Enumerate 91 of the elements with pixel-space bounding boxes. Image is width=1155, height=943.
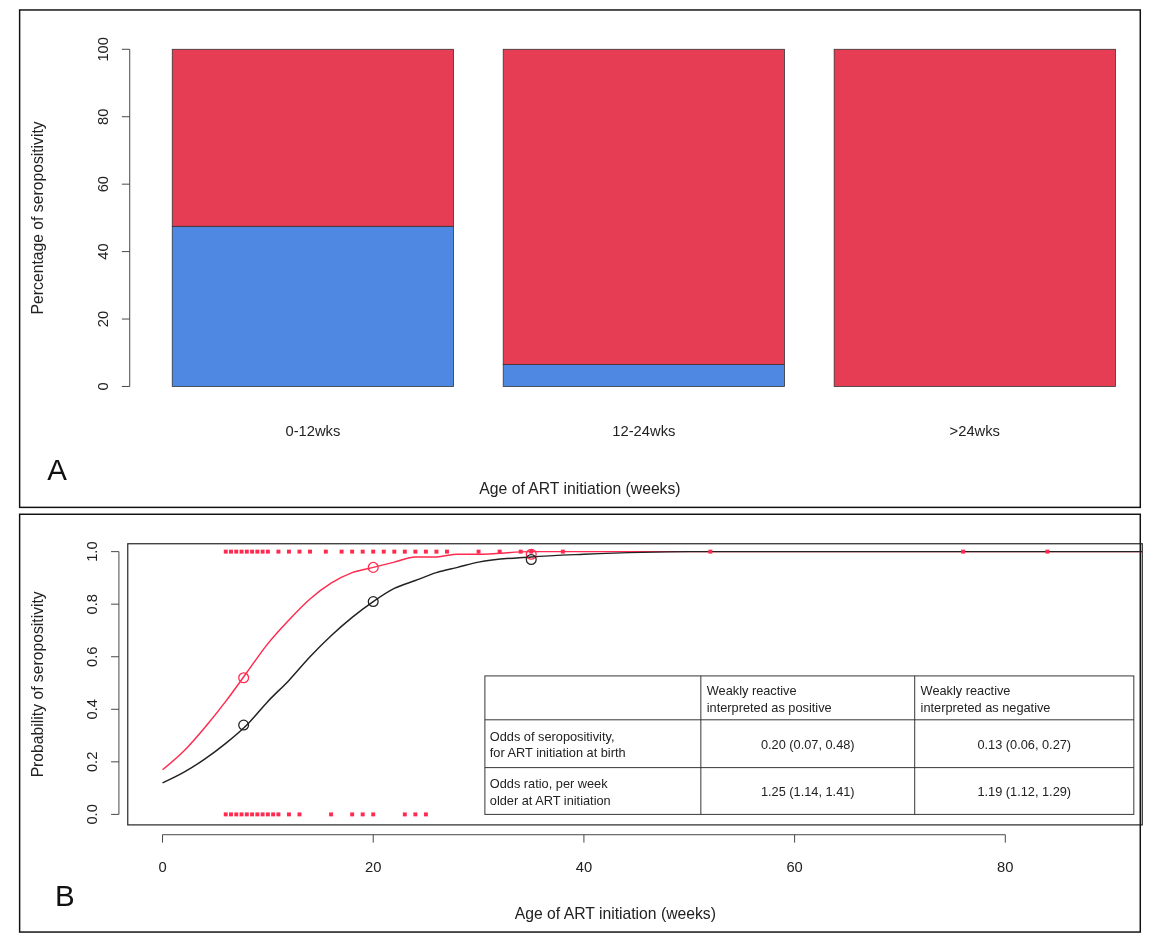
point (234, 812, 239, 817)
point (271, 812, 276, 817)
text: B (55, 878, 75, 912)
point (392, 549, 397, 554)
point (308, 549, 312, 554)
point (255, 549, 260, 554)
point (238, 719, 250, 731)
text: A (47, 452, 68, 486)
x-axis-title: Age of ART initiation (weeks) (479, 479, 681, 497)
x-tick-label: 0-12wks (285, 422, 341, 439)
point (255, 812, 260, 817)
point (497, 549, 502, 554)
point (434, 549, 439, 554)
point (250, 812, 255, 817)
point (476, 549, 481, 554)
point (244, 812, 249, 817)
point (260, 549, 265, 554)
y-tick-label: 40 (95, 243, 112, 260)
point (413, 549, 418, 554)
point (423, 812, 428, 817)
point (413, 812, 418, 817)
y-tick-label: 0.6 (84, 646, 101, 667)
bar (833, 48, 1116, 387)
y-tick-label: 20 (95, 310, 112, 328)
point (260, 812, 265, 817)
x-axis-title: Age of ART initiation (weeks) (514, 905, 716, 923)
x-tick-label: 80 (997, 859, 1014, 876)
point (265, 812, 270, 817)
point (371, 549, 376, 554)
point (1045, 549, 1050, 554)
point (250, 549, 255, 554)
point (323, 549, 328, 554)
y-tick-label: 0.0 (84, 804, 101, 825)
point (402, 549, 407, 554)
point (265, 549, 270, 554)
x-tick-label: >24wks (949, 422, 1000, 439)
annotation: Weakly reactive interpreted as negative (920, 682, 1051, 715)
y-tick-label: 0.8 (84, 593, 101, 615)
y-axis-title: Probability of seropositivity (29, 591, 47, 778)
point (518, 549, 523, 554)
point (423, 549, 428, 554)
point (239, 812, 244, 817)
point (402, 812, 407, 817)
point (350, 549, 355, 554)
point (276, 549, 281, 554)
y-tick-label: 0.4 (84, 699, 101, 720)
point (360, 549, 365, 554)
point (961, 549, 966, 554)
x-tick-label: 20 (365, 859, 382, 876)
point (367, 596, 379, 608)
annotation: 1.25 (1.14, 1.41) (760, 783, 855, 799)
annotation: Odds ratio, per week older at ART initiation (489, 776, 611, 808)
point (708, 549, 713, 554)
point (371, 812, 376, 817)
point (239, 549, 244, 554)
annotation: Weakly reactive interpreted as positive (706, 682, 832, 715)
point (360, 812, 365, 817)
annotation: Odds of seropositivity, for ART initiation at birth (489, 728, 626, 761)
point (244, 549, 249, 554)
y-tick-label: 80 (95, 108, 112, 125)
y-tick-label: 100 (95, 36, 112, 62)
annotation: 0.20 (0.07, 0.48) (760, 736, 855, 752)
y-tick-label: 60 (95, 175, 112, 193)
point (525, 553, 537, 566)
x-tick-label: 60 (786, 859, 803, 876)
point (223, 812, 228, 817)
point (350, 812, 355, 817)
point (560, 549, 565, 554)
point (286, 549, 291, 554)
point (339, 549, 344, 554)
x-tick-label: 0 (158, 859, 167, 876)
point (229, 549, 233, 554)
point (525, 548, 537, 560)
point (223, 549, 228, 554)
point (276, 812, 281, 817)
point (381, 549, 386, 554)
point (329, 812, 334, 817)
point (445, 549, 449, 554)
annotation: 1.19 (1.12, 1.29) (977, 783, 1072, 799)
y-axis-title: Percentage of seropositivity (29, 121, 47, 315)
annotation: 0.13 (0.06, 0.27) (977, 736, 1072, 752)
point (229, 812, 233, 817)
y-tick-label: 0 (95, 382, 112, 391)
point (286, 812, 291, 817)
y-tick-label: 1.0 (84, 541, 101, 562)
x-tick-label: 12-24wks (612, 422, 676, 439)
point (238, 672, 250, 684)
x-tick-label: 40 (575, 859, 593, 876)
point (234, 549, 239, 554)
y-tick-label: 0.2 (84, 751, 101, 773)
point (367, 561, 379, 573)
